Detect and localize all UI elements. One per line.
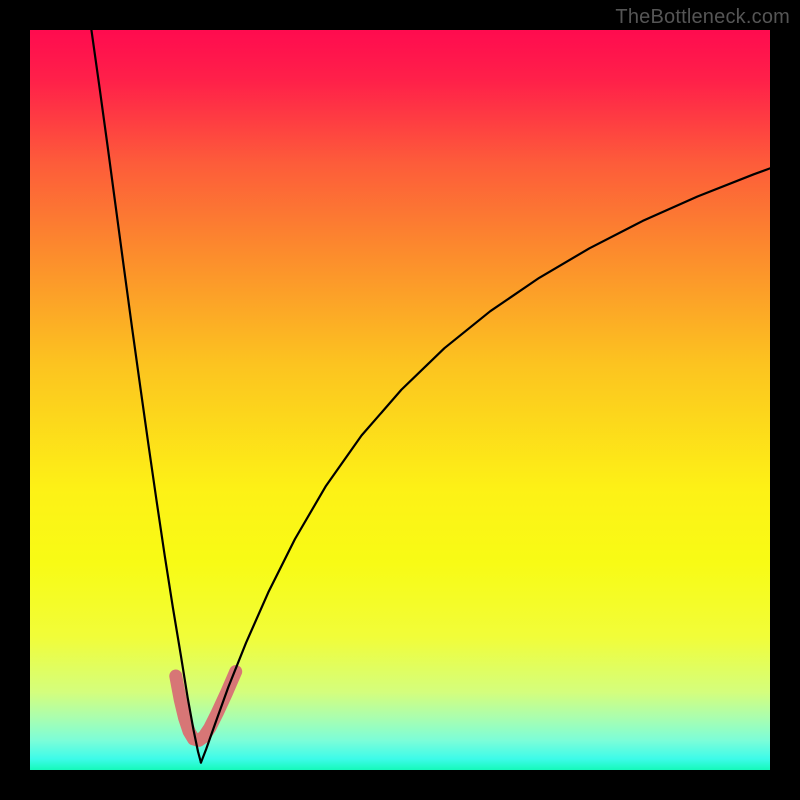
stage: TheBottleneck.com — [0, 0, 800, 800]
watermark-text: TheBottleneck.com — [615, 6, 790, 29]
plot-area — [30, 30, 770, 770]
chart-curves — [30, 30, 770, 770]
left-branch-curve — [91, 30, 201, 763]
right-branch-curve — [201, 168, 770, 762]
